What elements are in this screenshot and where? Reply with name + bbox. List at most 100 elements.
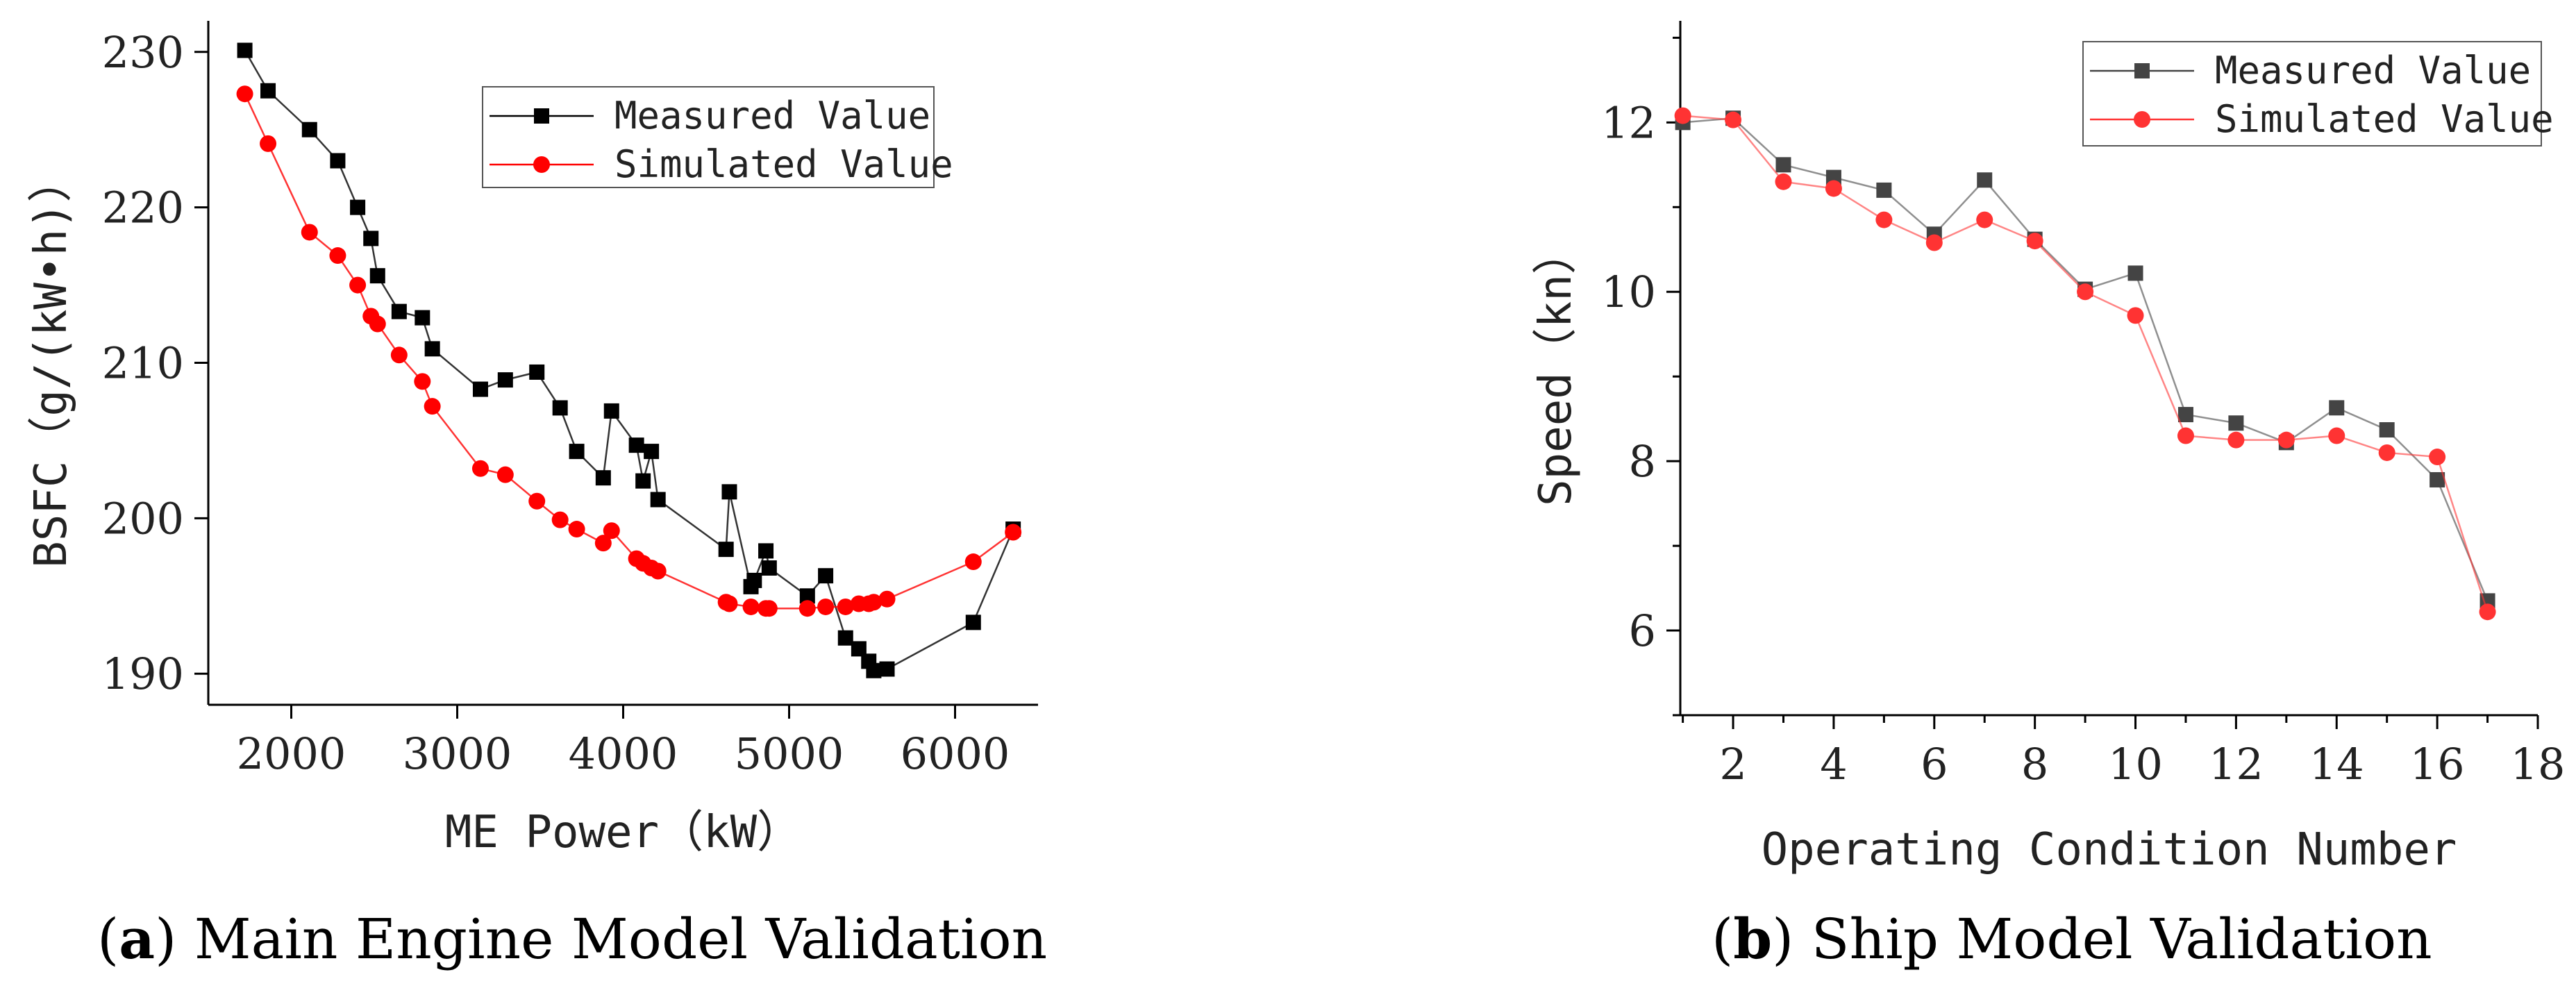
- y-tick-label: 10: [1601, 267, 1656, 317]
- data-point: [851, 641, 867, 657]
- data-point: [2277, 431, 2295, 449]
- data-point: [760, 600, 778, 617]
- data-point: [2127, 265, 2143, 281]
- data-point: [1875, 211, 1893, 228]
- x-tick-label: 3000: [403, 728, 512, 779]
- data-point: [650, 492, 666, 508]
- x-tick-label: 12: [2209, 739, 2264, 789]
- data-point: [799, 588, 815, 604]
- data-point: [1925, 234, 1943, 251]
- x-axis-title: ME Power（kW）: [445, 807, 801, 858]
- data-point: [349, 276, 367, 294]
- x-axis-title: Operating Condition Number: [1762, 824, 2457, 876]
- data-point: [414, 373, 431, 390]
- data-point: [236, 85, 253, 103]
- data-point: [390, 346, 408, 364]
- y-tick-label: 12: [1601, 97, 1656, 148]
- x-tick-label: 2: [1719, 739, 1746, 789]
- data-point: [761, 560, 777, 576]
- y-tick-label: 200: [102, 493, 184, 544]
- x-tick-label: 5000: [735, 728, 844, 779]
- data-point: [424, 398, 441, 415]
- x-tick-label: 18: [2511, 739, 2566, 789]
- legend-box: [482, 86, 935, 188]
- legend-label: Measured Value: [2215, 49, 2531, 92]
- legend-marker: [534, 108, 549, 124]
- data-point: [1674, 107, 1691, 124]
- data-point: [758, 543, 774, 559]
- data-point: [1976, 211, 1993, 228]
- data-point: [2227, 431, 2245, 449]
- data-point: [363, 231, 379, 246]
- data-point: [865, 594, 883, 611]
- x-tick-label: 6: [1921, 739, 1948, 789]
- data-point: [2429, 471, 2445, 487]
- data-point: [746, 572, 762, 588]
- data-point: [260, 83, 276, 99]
- data-point: [496, 466, 514, 483]
- chart-b: 2 4 6 8 10 12 14 16 18 6 8 10 12 Operating Condition …: [1530, 21, 2565, 876]
- y-tick-label: 8: [1629, 436, 1656, 487]
- y-tick-label: 6: [1629, 605, 1656, 656]
- data-point: [2378, 444, 2395, 461]
- data-point: [415, 310, 430, 326]
- y-tick-label: 230: [102, 27, 184, 78]
- data-point: [551, 511, 569, 528]
- data-point: [497, 372, 513, 388]
- x-tick-label: 16: [2410, 739, 2465, 789]
- legend-label: Simulated Value: [614, 142, 953, 186]
- data-point: [2228, 415, 2244, 431]
- data-point: [1775, 173, 1792, 190]
- legend-box: [2082, 41, 2542, 147]
- legend-marker: [2134, 111, 2150, 128]
- data-point: [424, 341, 440, 357]
- data-point: [391, 303, 407, 319]
- caption-a: (a) Main Engine Model Validation: [97, 906, 1048, 971]
- data-point: [718, 542, 734, 558]
- data-point: [2328, 427, 2345, 444]
- chart-a: 2000 3000 4000 5000 6000 190 200 210 220 230 ME Po…: [26, 21, 1038, 858]
- data-point: [552, 400, 568, 416]
- series-line: [1682, 117, 2489, 601]
- data-point: [817, 598, 835, 615]
- data-point: [635, 473, 651, 489]
- data-point: [1005, 524, 1022, 541]
- data-point: [837, 630, 853, 646]
- data-point: [369, 268, 385, 284]
- data-point: [260, 135, 277, 152]
- data-point: [1825, 180, 1842, 197]
- data-point: [742, 598, 760, 615]
- legend-marker: [533, 156, 550, 173]
- data-point: [837, 598, 854, 615]
- data-point: [369, 315, 386, 333]
- caption-b-text: ) Ship Model Validation: [1772, 907, 2432, 971]
- y-tick-label: 190: [102, 649, 184, 699]
- data-point: [1725, 111, 1742, 128]
- data-point: [350, 199, 366, 215]
- data-point: [2479, 603, 2496, 621]
- data-point: [965, 615, 981, 630]
- data-point: [628, 437, 644, 453]
- data-point: [2077, 283, 2094, 301]
- data-point: [472, 381, 488, 397]
- data-point: [2379, 422, 2395, 438]
- series-simulated-value: [236, 85, 1022, 617]
- data-point: [330, 153, 346, 169]
- caption-b-letter: b: [1733, 906, 1773, 971]
- data-point: [2026, 233, 2043, 250]
- caption-a-text: ) Main Engine Model Validation: [155, 907, 1048, 971]
- data-point: [721, 484, 737, 500]
- caption-a-letter: a: [119, 906, 156, 971]
- data-point: [879, 661, 895, 677]
- data-point: [603, 522, 620, 540]
- data-point: [603, 403, 619, 419]
- series-measured-value: [237, 42, 1021, 678]
- data-point: [2329, 400, 2345, 416]
- data-point: [818, 568, 834, 584]
- legend: Measured Value Simulated Value: [482, 86, 953, 188]
- data-point: [649, 562, 667, 580]
- data-point: [1977, 172, 1993, 188]
- data-point: [528, 492, 546, 510]
- x-tick-label: 8: [2021, 739, 2048, 789]
